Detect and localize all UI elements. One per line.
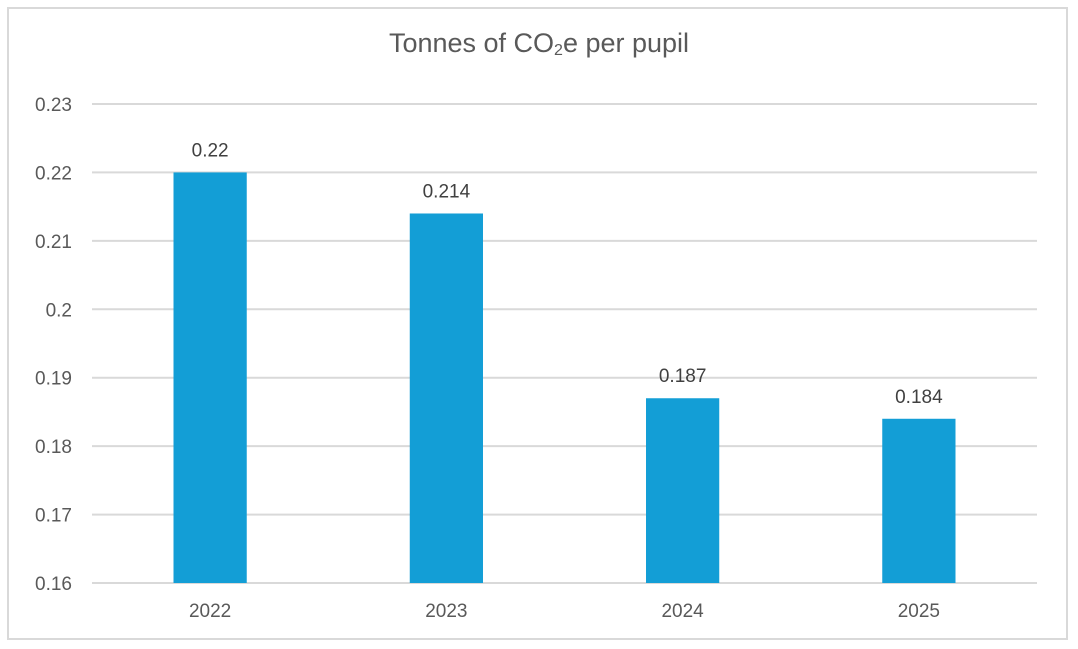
bar-2024 (646, 398, 720, 583)
gridlines (92, 103, 1037, 584)
bars (173, 172, 956, 583)
y-tick-label: 0.21 (35, 232, 72, 253)
chart-title-rest: e per pupil (562, 28, 690, 58)
data-label: 0.22 (192, 140, 229, 161)
y-tick-label: 0.22 (35, 163, 72, 184)
x-tick-label: 2022 (189, 601, 231, 622)
chart-title: Tonnes of CO2e per pupil (0, 28, 1078, 60)
chart-title-subscript: 2 (554, 42, 563, 59)
x-tick-label: 2025 (898, 601, 940, 622)
bar-2022 (173, 172, 247, 583)
data-label: 0.184 (895, 387, 943, 408)
y-tick-label: 0.16 (35, 574, 72, 595)
y-tick-label: 0.2 (46, 300, 72, 321)
x-tick-label: 2024 (661, 601, 704, 622)
y-tick-label: 0.18 (35, 437, 72, 458)
bar-2023 (409, 213, 483, 583)
y-axis-ticks: 0.16 0.17 0.18 0.19 0.2 0.21 0.22 0.23 (35, 95, 72, 595)
y-tick-label: 0.23 (35, 95, 72, 116)
bar-2025 (882, 418, 956, 583)
chart-title-main: Tonnes of CO (388, 28, 555, 58)
x-axis-ticks: 2022 2023 2024 2025 (189, 601, 940, 622)
x-tick-label: 2023 (425, 601, 467, 622)
y-tick-label: 0.19 (35, 369, 72, 390)
data-labels: 0.22 0.214 0.187 0.184 (192, 140, 943, 407)
data-label: 0.214 (423, 181, 471, 202)
data-label: 0.187 (659, 366, 707, 387)
y-tick-label: 0.17 (35, 506, 72, 527)
